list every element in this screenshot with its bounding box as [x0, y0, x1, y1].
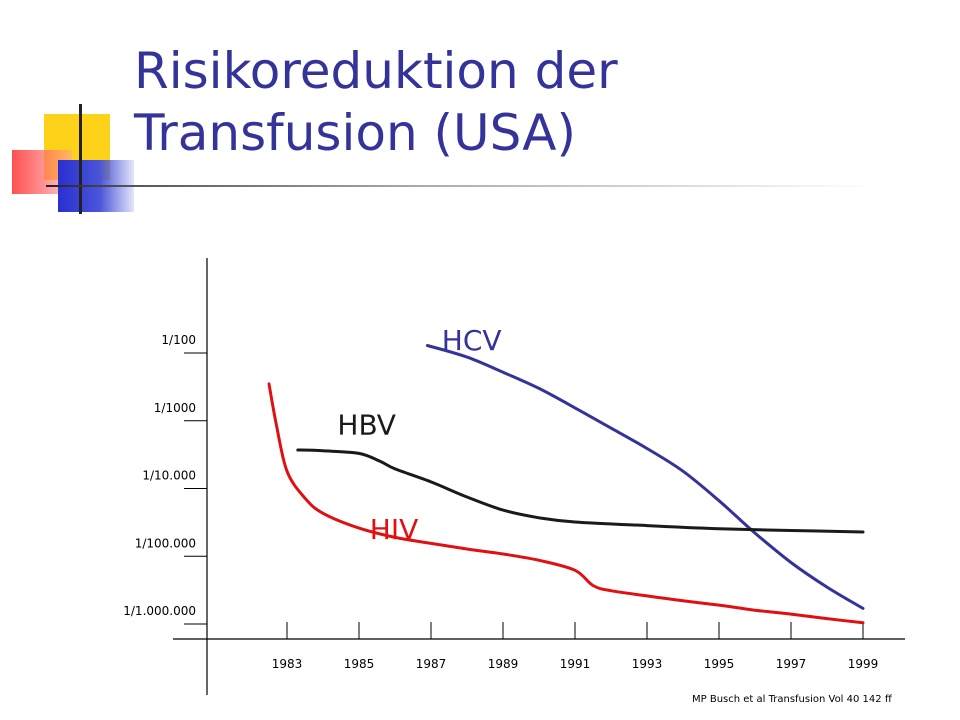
deco-vertical-line	[79, 104, 82, 214]
x-tick-label-1983: 1983	[272, 657, 303, 671]
series-line-hcv	[425, 344, 865, 610]
series-line-hbv	[296, 448, 865, 534]
y-tick-label-4: 1/1.000.000	[123, 604, 196, 618]
x-tick-label-1993: 1993	[632, 657, 663, 671]
series-label-hcv: HCV	[442, 324, 502, 357]
title-line-2: Transfusion (USA)	[134, 104, 577, 162]
y-tick-label-0: 1/100	[161, 333, 196, 347]
x-tick-label-1985: 1985	[344, 657, 375, 671]
y-tick-label-2: 1/10.000	[142, 469, 196, 483]
x-tick-label-1995: 1995	[704, 657, 735, 671]
source-citation: MP Busch et al Transfusion Vol 40 142 ff	[692, 694, 892, 705]
series-label-hbv: HBV	[337, 408, 396, 441]
title-underline	[46, 185, 876, 187]
y-tick-label-1: 1/1000	[154, 401, 196, 415]
y-tick-label-3: 1/100.000	[135, 536, 196, 550]
series-line-hiv	[267, 382, 865, 625]
x-tick-label-1987: 1987	[416, 657, 447, 671]
page-title: Risikoreduktion der Transfusion (USA)	[134, 40, 618, 164]
title-line-1: Risikoreduktion der	[134, 42, 618, 100]
x-tick-label-1991: 1991	[560, 657, 591, 671]
x-tick-label-1999: 1999	[848, 657, 879, 671]
series-label-hiv: HIV	[370, 513, 418, 546]
x-tick-label-1989: 1989	[488, 657, 519, 671]
x-tick-label-1997: 1997	[776, 657, 807, 671]
